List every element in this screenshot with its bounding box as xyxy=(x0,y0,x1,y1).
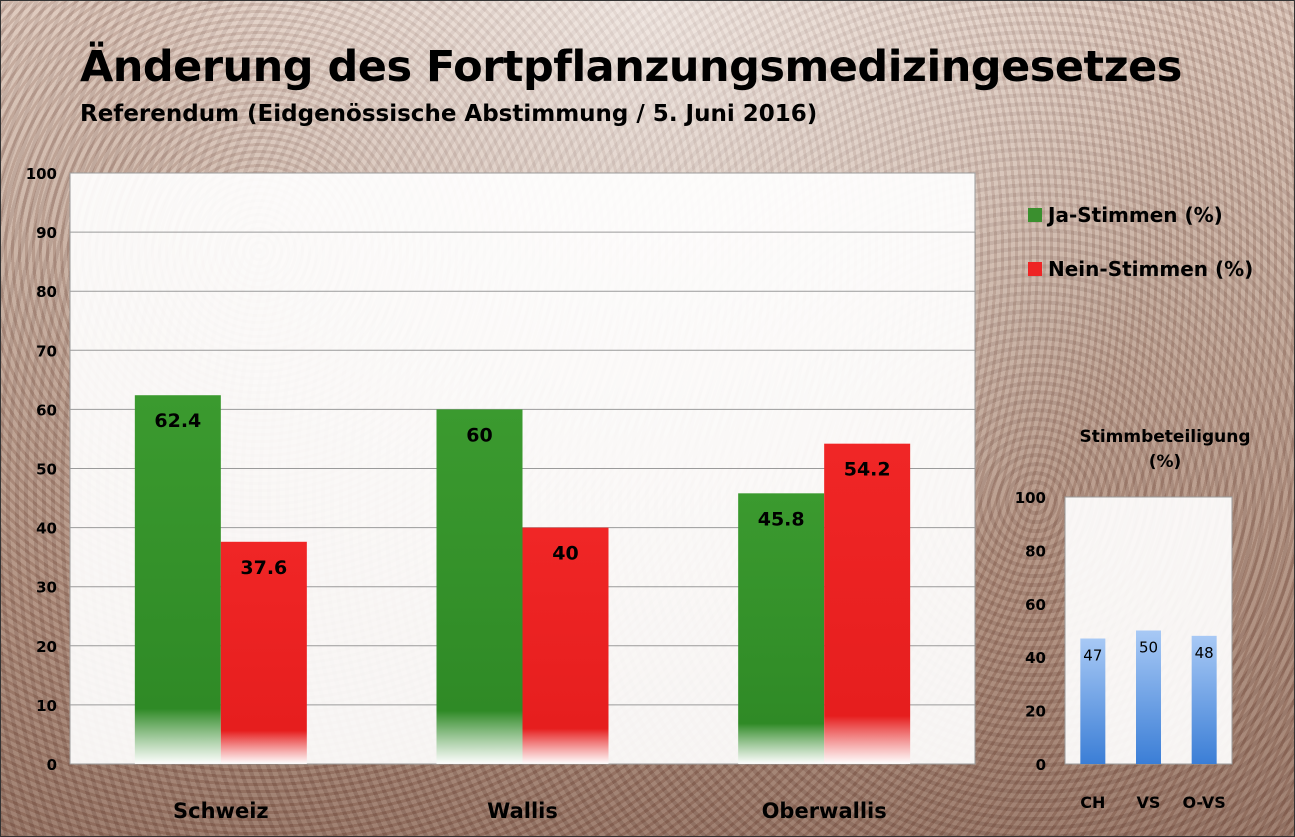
x-tick-label-oberwallis: Oberwallis xyxy=(762,799,887,823)
bar-value-label: 62.4 xyxy=(154,410,201,432)
small-y-axis-ticks: 0 20 40 60 80 100 xyxy=(1015,489,1046,774)
small-chart-title-line-2: (%) xyxy=(1148,452,1182,472)
y-tick-label: 70 xyxy=(36,342,57,360)
legend-swatch-nein xyxy=(1028,262,1042,276)
small-y-tick-label: 100 xyxy=(1015,489,1046,507)
y-tick-label: 10 xyxy=(36,697,57,715)
y-tick-label: 80 xyxy=(36,283,57,301)
legend-item-ja: Ja-Stimmen (%) xyxy=(1028,203,1223,227)
small-y-tick-label: 60 xyxy=(1025,596,1046,614)
bars xyxy=(134,395,911,764)
small-x-tick-label-ch: CH xyxy=(1080,793,1105,812)
bar-value-label: 54.2 xyxy=(844,459,891,481)
bar-ja-schweiz xyxy=(134,395,221,764)
legend-label-nein: Nein-Stimmen (%) xyxy=(1048,257,1254,281)
y-axis-ticks: 0 10 20 30 40 50 60 70 80 90 100 xyxy=(26,165,57,774)
bar-nein-schweiz xyxy=(220,541,307,764)
bar-value-label: 40 xyxy=(552,543,578,565)
small-bars xyxy=(1080,630,1217,764)
small-bar-o-vs xyxy=(1191,635,1217,764)
y-tick-label: 100 xyxy=(26,165,57,183)
y-tick-label: 50 xyxy=(36,461,57,479)
small-bar-value-label: 50 xyxy=(1139,639,1158,657)
y-tick-label: 40 xyxy=(36,520,57,538)
bar-ja-wallis xyxy=(436,409,523,764)
data-labels: 62.4 37.6 60 40 45.8 54.2 xyxy=(154,410,890,579)
small-bar-vs xyxy=(1136,630,1161,764)
legend-item-nein: Nein-Stimmen (%) xyxy=(1028,257,1253,281)
small-y-tick-label: 80 xyxy=(1025,542,1046,560)
x-tick-label-wallis: Wallis xyxy=(487,799,558,823)
bar-nein-oberwallis xyxy=(824,443,911,764)
bar-value-label: 45.8 xyxy=(758,508,805,530)
y-tick-label: 20 xyxy=(36,638,57,656)
legend-swatch-ja xyxy=(1028,208,1042,222)
small-y-tick-label: 0 xyxy=(1036,756,1046,774)
small-x-axis-ticks: CH VS O-VS xyxy=(1080,793,1226,812)
bar-value-label: 37.6 xyxy=(240,557,287,579)
small-bar-value-label: 47 xyxy=(1083,647,1102,665)
y-tick-label: 90 xyxy=(36,224,57,242)
small-x-tick-label-vs: VS xyxy=(1137,793,1161,812)
small-bar-value-label: 48 xyxy=(1195,644,1214,662)
y-tick-label: 30 xyxy=(36,579,57,597)
y-tick-label: 60 xyxy=(36,401,57,419)
y-tick-label: 0 xyxy=(47,756,57,774)
x-tick-label-schweiz: Schweiz xyxy=(173,799,269,823)
small-chart-title-line-1: Stimmbeteiligung xyxy=(1079,427,1251,447)
small-bar-ch xyxy=(1080,638,1106,764)
bar-value-label: 60 xyxy=(466,424,492,446)
x-axis-ticks: Schweiz Wallis Oberwallis xyxy=(173,799,887,823)
small-data-labels: 47 50 48 xyxy=(1083,639,1213,665)
small-y-tick-label: 40 xyxy=(1025,649,1046,667)
small-y-tick-label: 20 xyxy=(1025,703,1046,721)
legend-label-ja: Ja-Stimmen (%) xyxy=(1048,203,1223,227)
small-x-tick-label-o-vs: O-VS xyxy=(1183,793,1226,812)
bar-ja-oberwallis xyxy=(738,493,825,764)
chart-title: Änderung des Fortpflanzungsmedizingesetz… xyxy=(80,42,1182,92)
bar-nein-wallis xyxy=(522,527,609,764)
small-chart-title: Stimmbeteiligung (%) xyxy=(1050,425,1280,475)
chart-subtitle: Referendum (Eidgenössische Abstimmung / … xyxy=(80,101,818,127)
